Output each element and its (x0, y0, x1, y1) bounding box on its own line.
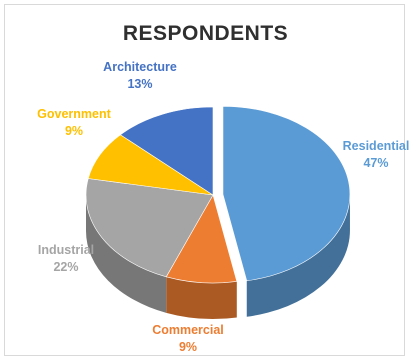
pie-slice-side-commercial (166, 276, 237, 320)
slice-label-commercial: Commercial (152, 323, 224, 337)
pie-slice-residential (222, 106, 351, 282)
slice-value-architecture: 13% (127, 77, 152, 91)
chart-title: RESPONDENTS (122, 22, 289, 45)
slice-value-industrial: 22% (53, 260, 78, 274)
slice-label-architecture: Architecture (103, 60, 177, 74)
slice-value-commercial: 9% (179, 340, 197, 354)
slice-label-industrial: Industrial (38, 243, 94, 257)
pie-slice-side-residential (246, 194, 350, 317)
pie-slice-industrial (85, 178, 214, 278)
slice-label-government: Government (37, 107, 111, 121)
slice-value-residential: 47% (363, 156, 388, 170)
slice-value-government: 9% (65, 124, 83, 138)
pie-slice-architecture (119, 106, 214, 196)
pie-slice-side-industrial (85, 195, 167, 313)
slice-label-residential: Residential (343, 139, 410, 153)
